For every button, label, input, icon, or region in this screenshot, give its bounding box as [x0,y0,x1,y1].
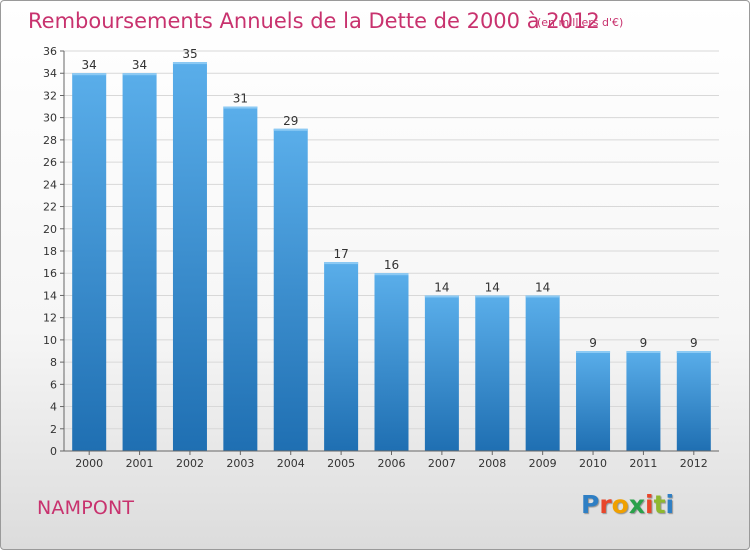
logo-letter: x [628,490,645,519]
x-tick-label: 2005 [327,457,355,470]
y-tick-label: 18 [43,245,57,258]
bar-highlight [374,273,409,276]
data-label: 29 [283,114,298,128]
y-tick-label: 16 [43,267,57,280]
data-label: 34 [82,58,97,72]
data-label: 17 [333,247,348,261]
bar-2003 [223,106,258,452]
bar-highlight [223,106,258,109]
bar-2006 [374,273,409,451]
y-tick-label: 32 [43,89,57,102]
logo-letter: r [599,490,612,519]
bar-2008 [475,295,510,451]
y-tick-label: 26 [43,156,57,169]
x-tick-label: 2011 [629,457,657,470]
bar-2010 [576,351,611,451]
data-label: 9 [589,336,597,350]
y-tick-label: 2 [50,423,57,436]
data-label: 14 [434,280,449,294]
y-tick-label: 10 [43,334,57,347]
bar-highlight [676,351,711,353]
y-tick-label: 14 [43,289,57,302]
logo-letter: i [665,490,675,519]
bar-2001 [122,73,157,451]
bar-2005 [324,262,359,451]
x-tick-label: 2002 [176,457,204,470]
logo-letter: i [645,490,654,519]
bar-2002 [172,62,207,451]
x-axis: 2000 2001 2002 2003 2004 2005 2006 2007 2008 2009… [64,450,719,470]
proxiti-logo: Proxiti [581,490,674,519]
x-tick-label: 2007 [428,457,456,470]
bar-highlight [626,351,661,353]
y-tick-label: 36 [43,45,57,58]
y-tick-label: 0 [50,445,57,458]
x-tick-label: 2009 [529,457,557,470]
commune-name: NAMPONT [37,497,135,519]
bar-2007 [424,295,459,451]
data-labels: 34 34 35 31 29 17 16 14 14 14 9 9 9 [82,47,698,350]
chart-title: Remboursements Annuels de la Dette de 20… [28,9,600,33]
x-tick-label: 2006 [378,457,406,470]
bar-highlight [475,295,510,298]
data-label: 14 [535,280,550,294]
x-tick-label: 2001 [126,457,154,470]
bar-highlight [273,128,308,131]
bar-2004 [273,128,308,451]
x-tick-label: 2012 [680,457,708,470]
bar-2000 [72,73,107,451]
x-tick-label: 2010 [579,457,607,470]
y-tick-label: 12 [43,312,57,325]
data-label: 31 [233,92,248,106]
y-tick-label: 22 [43,201,57,214]
chart-subtitle: (en milliers d'€) [537,16,624,29]
bar-highlight [72,73,107,76]
bar-highlight [525,295,560,298]
data-label: 35 [182,47,197,61]
bar-2009 [525,295,560,451]
data-label: 14 [485,280,500,294]
y-tick-label: 4 [50,401,57,414]
bar-highlight [576,351,611,353]
y-tick-label: 34 [43,67,57,80]
logo-letter: o [611,490,629,519]
y-tick-label: 6 [50,378,57,391]
logo-letter: t [653,490,666,519]
data-label: 34 [132,58,147,72]
bar-2012 [676,351,711,451]
logo-letter: P [581,490,600,519]
data-label: 9 [690,336,698,350]
y-tick-label: 30 [43,112,57,125]
y-tick-label: 28 [43,134,57,147]
bar-highlight [172,62,207,65]
x-tick-label: 2004 [277,457,305,470]
x-tick-label: 2000 [75,457,103,470]
bars [72,62,711,452]
x-tick-label: 2003 [226,457,254,470]
bar-highlight [424,295,459,298]
bar-highlight [324,262,359,265]
y-tick-label: 8 [50,356,57,369]
data-label: 16 [384,258,399,272]
x-tick-label: 2008 [478,457,506,470]
y-tick-label: 24 [43,178,57,191]
y-tick-label: 20 [43,223,57,236]
bar-highlight [122,73,157,76]
bar-2011 [626,351,661,451]
data-label: 9 [640,336,648,350]
